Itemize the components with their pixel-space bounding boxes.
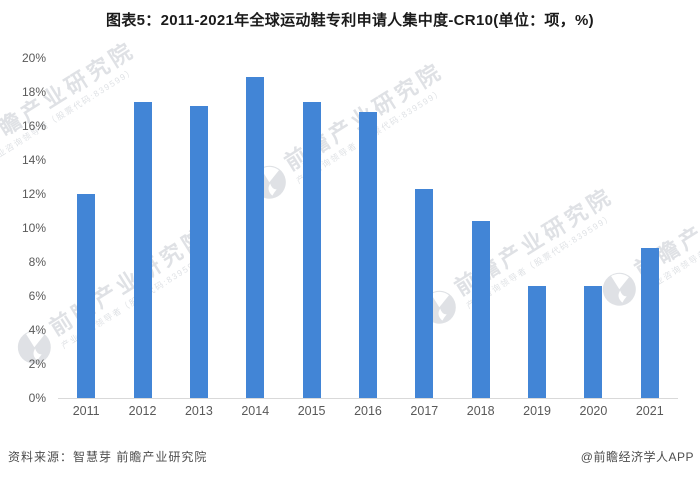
bar-slot-2019: [509, 58, 565, 398]
y-tick-label-18: 18%: [21, 85, 46, 99]
bar-2012: [133, 102, 152, 398]
bar-2021: [640, 248, 659, 398]
y-tick-label-8: 8%: [28, 255, 46, 269]
x-tick-label-2017: 2017: [410, 404, 439, 418]
y-tick-label-4: 4%: [28, 323, 46, 337]
x-tick-label-2013: 2013: [184, 404, 213, 418]
x-tick-label-2015: 2015: [297, 404, 326, 418]
bar-slot-2017: [396, 58, 452, 398]
bar-2020: [584, 285, 603, 398]
bar-2017: [415, 188, 434, 398]
y-tick-label-16: 16%: [21, 119, 46, 133]
source-note: 资料来源：智慧芽 前瞻产业研究院: [8, 450, 208, 464]
x-tick-label-2016: 2016: [354, 404, 382, 418]
bar-slot-2012: [114, 58, 170, 398]
x-tick-label-2012: 2012: [128, 404, 157, 418]
x-tick-label-2011: 2011: [72, 404, 100, 418]
app-credit: @前瞻经济学人APP: [580, 450, 694, 464]
bar-2014: [246, 76, 265, 398]
bar-slot-2013: [171, 58, 227, 398]
x-axis: 2011 2012 2013 2014 2015 2016 2017 2018 2019 2020…: [58, 404, 678, 418]
bar-slot-2014: [227, 58, 283, 398]
y-tick-label-20: 20%: [21, 51, 46, 65]
y-tick-label-14: 14%: [21, 153, 46, 167]
bar-2011: [77, 194, 96, 398]
bar-2015: [302, 102, 321, 398]
bars-container: [58, 58, 678, 398]
bar-2016: [358, 112, 377, 398]
y-tick-label-0: 0%: [28, 391, 46, 405]
bar-slot-2018: [453, 58, 509, 398]
y-tick-label-12: 12%: [21, 187, 46, 201]
bar-slot-2011: [58, 58, 114, 398]
plot-area: [58, 58, 678, 399]
bar-slot-2015: [283, 58, 339, 398]
bar-slot-2020: [565, 58, 621, 398]
y-tick-label-6: 6%: [28, 289, 46, 303]
y-axis: 0% 2% 4% 6% 8% 10% 12% 14% 16% 18% 20%: [0, 51, 50, 405]
chart-title: 图表5：2011-2021年全球运动鞋专利申请人集中度-CR10(单位：项，%): [106, 12, 594, 29]
y-tick-label-10: 10%: [21, 221, 46, 235]
bar-2018: [471, 221, 490, 398]
bar-2019: [528, 285, 547, 398]
bar-slot-2021: [622, 58, 678, 398]
x-tick-label-2014: 2014: [241, 404, 270, 418]
x-tick-label-2020: 2020: [579, 404, 608, 418]
y-tick-label-2: 2%: [28, 357, 46, 371]
x-tick-label-2019: 2019: [523, 404, 551, 418]
bar-slot-2016: [340, 58, 396, 398]
bar-2013: [189, 105, 208, 398]
x-tick-label-2018: 2018: [466, 404, 495, 418]
x-tick-label-2021: 2021: [635, 404, 664, 418]
